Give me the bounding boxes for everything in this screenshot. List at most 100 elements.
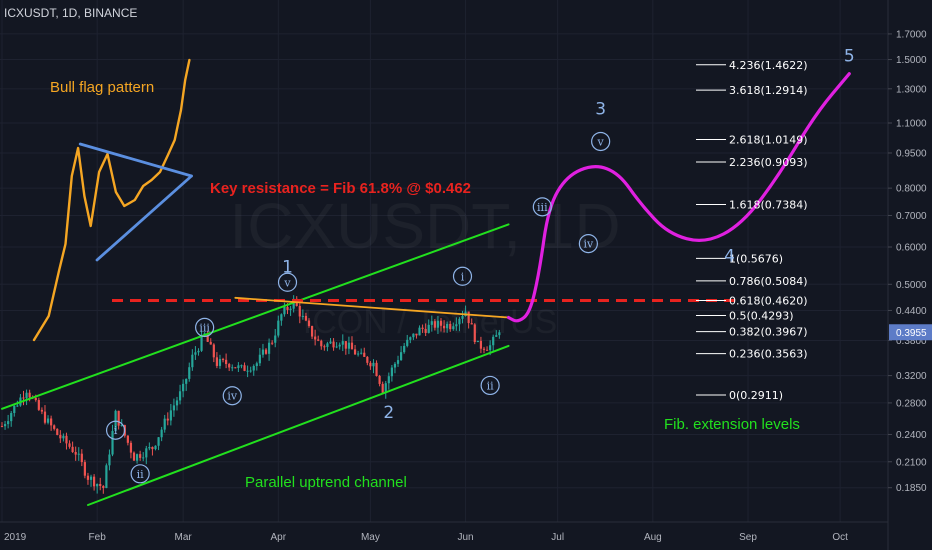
- wave-label-circle: [130, 464, 150, 484]
- price-tick-label: 1.7000: [896, 29, 927, 40]
- candle-body: [489, 345, 492, 351]
- candle-body: [412, 333, 415, 338]
- candle-body: [59, 434, 62, 439]
- price-tick-label: 0.3800: [896, 336, 927, 347]
- candle-body: [314, 336, 317, 340]
- candle-body: [46, 418, 50, 423]
- candle-body: [289, 308, 292, 310]
- candle-body: [341, 341, 344, 345]
- descending-trendline: [234, 296, 510, 319]
- price-tick-label: 1.5000: [896, 55, 927, 66]
- candle-body: [461, 316, 464, 319]
- candle-body: [182, 383, 185, 392]
- price-tick-label: 0.2100: [896, 457, 927, 468]
- candle-body: [326, 343, 329, 347]
- price-tick-label: 0.7000: [896, 211, 927, 222]
- candle-body: [71, 446, 74, 452]
- candle-body: [197, 350, 200, 353]
- last-price-tag: [889, 324, 932, 341]
- candle-body: [286, 307, 289, 310]
- time-tick-label: Jun: [458, 532, 474, 543]
- candle-body: [206, 333, 209, 342]
- candle-body: [372, 362, 375, 367]
- candle-body: [277, 320, 280, 336]
- wave-label-minor: iv: [584, 238, 595, 251]
- candle-body: [280, 314, 283, 321]
- bull-flag-lower-line: [95, 174, 193, 262]
- fib-level-label: 4.236(1.4622): [729, 59, 808, 72]
- candle-body: [249, 370, 252, 372]
- price-tick-label: 0.2800: [896, 398, 927, 409]
- fib-level-label: 0.786(0.5084): [729, 275, 808, 288]
- price-tick-label: 1.1000: [896, 118, 927, 129]
- fib-level-label: 2.236(0.9093): [729, 156, 808, 169]
- bull-flag-pole: [32, 58, 191, 342]
- candle-body: [485, 349, 489, 351]
- bull-flag-label: Bull flag pattern: [50, 79, 154, 96]
- candle-body: [22, 397, 25, 399]
- price-tick-label: 1.3000: [896, 84, 927, 95]
- price-axis[interactable]: 1.7000 1.5000 1.3000 1.1000 0.9500 0.8000 0.70…: [887, 0, 932, 550]
- fib-level-label: 0.5(0.4293): [729, 309, 794, 322]
- wave-label-circle: [578, 234, 598, 254]
- candle-body: [221, 359, 225, 361]
- candle-body: [160, 429, 163, 438]
- plot-area: [0, 72, 851, 506]
- candle-body: [215, 357, 218, 366]
- candle-body: [381, 383, 384, 393]
- candle-body: [7, 421, 10, 425]
- candle-body: [166, 418, 169, 421]
- candle-body: [135, 454, 139, 461]
- candle-body: [163, 418, 166, 430]
- candle-body: [458, 318, 461, 325]
- time-tick-label: Mar: [175, 532, 193, 543]
- candle-body: [40, 409, 44, 412]
- wave-label-circle: [222, 386, 242, 406]
- bull-flag-inset: [32, 58, 193, 342]
- candle-body: [255, 363, 258, 367]
- candle-body: [154, 445, 157, 450]
- candle-body: [292, 298, 295, 309]
- time-axis[interactable]: 2019 Feb Mar Apr May Jun Jul Aug Sep Oct: [0, 521, 888, 543]
- candle-body: [344, 341, 347, 349]
- candle-body: [455, 324, 458, 327]
- bull-flag-upper-line: [78, 142, 193, 178]
- fib-level-label: 1.618(0.7384): [729, 199, 808, 212]
- candle-body: [102, 485, 105, 489]
- candle-body: [83, 462, 86, 476]
- candle-body: [449, 323, 452, 330]
- channel-upper-line: [1, 223, 510, 410]
- candle-body: [139, 454, 142, 458]
- wave-label-circle: [195, 317, 215, 338]
- candle-body: [421, 327, 424, 329]
- candle-body: [157, 437, 160, 446]
- candle-body: [240, 365, 243, 367]
- fib-level-label: 0.236(0.3563): [729, 348, 808, 361]
- candle-body: [390, 367, 393, 377]
- wave-label-circle: [105, 420, 126, 440]
- candle-body: [452, 326, 455, 330]
- candle-body: [188, 367, 191, 379]
- candle-body: [482, 348, 486, 350]
- candle-body: [393, 363, 397, 368]
- candle-body: [145, 448, 148, 458]
- candle-body: [350, 342, 354, 350]
- candle-body: [96, 483, 99, 487]
- candle-body: [178, 391, 182, 401]
- candle-body: [338, 344, 341, 347]
- wave-label-major: 1: [282, 258, 293, 278]
- candle-body: [446, 323, 449, 329]
- last-price-label: 0.3955: [896, 328, 927, 339]
- wave-label-major: 2: [383, 403, 394, 423]
- candle-body: [50, 418, 53, 426]
- wave-label-major: 3: [595, 100, 606, 120]
- candle-body: [151, 446, 154, 450]
- price-tick-label: 0.3200: [896, 371, 927, 382]
- candle-body: [366, 356, 369, 363]
- candle-body: [231, 367, 234, 369]
- wave-label-major: 4: [724, 247, 735, 267]
- candle-body: [93, 476, 96, 487]
- price-tick-label: 0.5000: [896, 280, 927, 291]
- candle-body: [37, 400, 40, 410]
